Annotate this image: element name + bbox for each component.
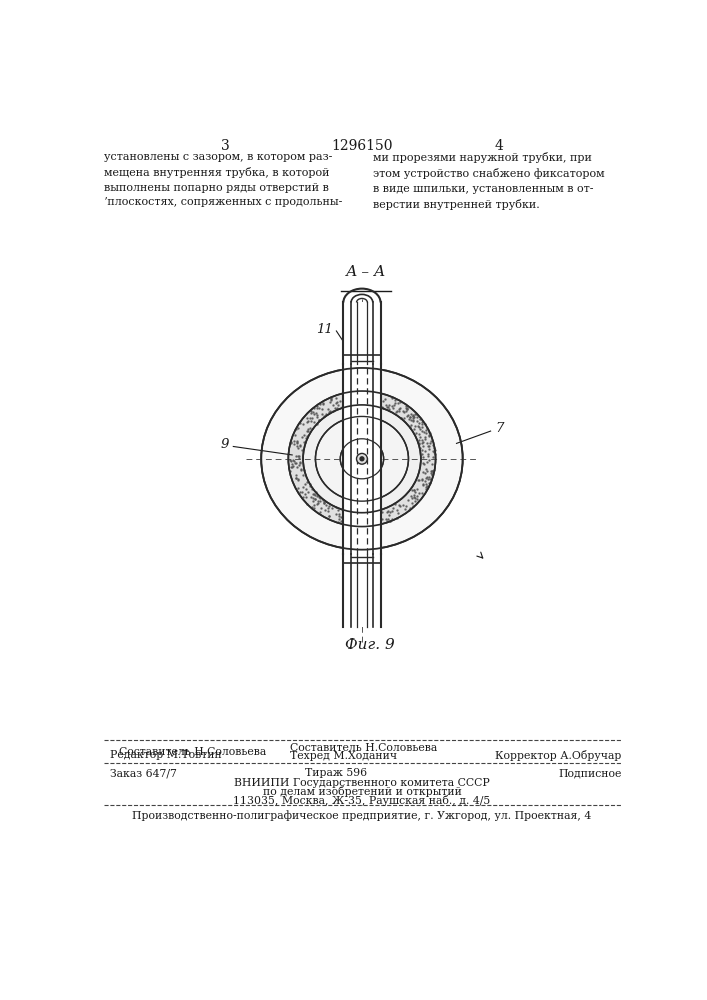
Text: Производственно-полиграфическое предприятие, г. Ужгород, ул. Проектная, 4: Производственно-полиграфическое предприя… (132, 810, 592, 821)
Circle shape (356, 453, 368, 464)
Ellipse shape (303, 405, 421, 513)
Text: Составитель Н.Соловьева: Составитель Н.Соловьева (290, 743, 437, 753)
Circle shape (360, 457, 364, 461)
Text: А – А: А – А (346, 265, 386, 279)
Text: ВНИИПИ Государственного комитета СССР: ВНИИПИ Государственного комитета СССР (234, 778, 490, 788)
Ellipse shape (340, 439, 384, 479)
Text: Фиг. 9: Фиг. 9 (345, 638, 395, 652)
Text: Редактор М.Товтин: Редактор М.Товтин (110, 750, 222, 760)
Text: установлены с зазором, в котором раз-
мещена внутренняя трубка, в которой
выполн: установлены с зазором, в котором раз- ме… (104, 152, 342, 207)
Text: Подписное: Подписное (559, 768, 621, 778)
Ellipse shape (261, 368, 462, 550)
Text: 1296150: 1296150 (331, 139, 392, 153)
Text: 4: 4 (495, 139, 503, 153)
Text: 113035, Москва, Ж-35, Раушская наб., д. 4/5: 113035, Москва, Ж-35, Раушская наб., д. … (233, 795, 491, 806)
Ellipse shape (288, 391, 436, 527)
Text: Корректор А.Обручар: Корректор А.Обручар (495, 750, 621, 761)
Text: 11: 11 (316, 323, 332, 336)
Circle shape (356, 453, 368, 464)
Text: 3: 3 (221, 139, 230, 153)
Text: 7: 7 (495, 422, 503, 434)
Text: Составитель Н.Соловьева: Составитель Н.Соловьева (119, 747, 267, 757)
Text: Заказ 647/7: Заказ 647/7 (110, 768, 177, 778)
Text: Тираж 596: Тираж 596 (305, 768, 368, 778)
Text: ми прорезями наружной трубки, при
этом устройство снабжено фиксатором
в виде шпи: ми прорезями наружной трубки, при этом у… (373, 152, 604, 210)
Text: по делам изобретений и открытий: по делам изобретений и открытий (262, 786, 462, 797)
Circle shape (360, 457, 364, 461)
Ellipse shape (315, 416, 409, 501)
Text: Техред М.Ходанич: Техред М.Ходанич (290, 751, 397, 761)
Bar (344, 302, 380, 627)
Text: 9: 9 (221, 438, 228, 451)
